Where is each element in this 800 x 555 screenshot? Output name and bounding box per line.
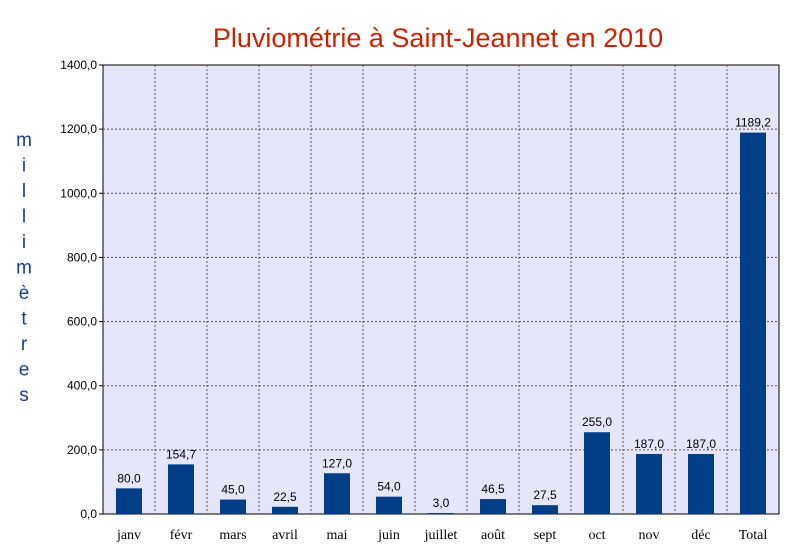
x-tick-label: janv [116,528,141,543]
data-label: 127,0 [322,456,352,470]
data-labels: 80,0 154,7 45,0 22,5 127,0 54,0 3,0 46,5 27,5 255… [117,116,771,510]
bars-group [116,132,766,514]
data-label: 3,0 [433,496,450,510]
data-label: 46,5 [481,482,505,496]
bar-mars [220,499,246,514]
bar-févr [168,464,194,514]
x-tick-label: août [481,528,505,543]
data-label: 154,7 [166,447,196,461]
y-tick-label: 1400,0 [60,58,97,72]
plot-area [102,64,780,515]
x-tick-label: févr [170,528,193,543]
bar-juin [376,496,402,514]
x-tick-label: avril [272,528,298,543]
bar-juillet [428,513,454,514]
y-axis: 0,0 200,0 400,0 600,0 800,0 1000,0 1200,0 1400,… [60,58,103,521]
x-tick-label: juin [377,528,400,543]
bar-sept [532,505,558,514]
y-label-letter: m [16,258,32,279]
y-tick-label: 200,0 [67,443,97,457]
data-label: 54,0 [377,480,401,494]
data-label: 187,0 [686,437,716,451]
data-label: 1189,2 [735,116,771,130]
data-label: 80,0 [117,471,141,485]
grid-lines [103,65,779,514]
x-tick-label: déc [691,528,710,543]
bar-déc [688,454,714,514]
x-axis: janv févr mars avril mai juin juillet août sept o… [116,528,767,543]
x-tick-label: Total [739,528,768,543]
x-tick-label: mai [327,528,348,543]
y-label-letter: m [16,130,32,151]
y-label-letter: l [22,181,26,202]
x-tick-label: mars [219,528,246,543]
bar-oct [584,432,610,514]
y-label-letter: l [22,207,26,228]
y-label-letter: è [19,283,30,304]
bar-janv [116,488,142,514]
y-label-letter: s [19,385,29,406]
y-tick-label: 0,0 [80,507,97,521]
y-label-letter: e [19,360,30,381]
y-tick-label: 400,0 [67,379,97,393]
y-label-letter: i [22,232,26,253]
y-label-letter: i [22,156,26,177]
data-label: 22,5 [273,490,297,504]
bar-Total [740,132,766,514]
x-tick-label: sept [534,528,557,543]
data-label: 187,0 [634,437,664,451]
bar-mai [324,473,350,514]
y-tick-label: 1200,0 [60,122,97,136]
y-tick-label: 600,0 [67,315,97,329]
x-tick-label: juillet [424,528,458,543]
data-label: 45,0 [221,483,245,497]
x-tick-label: nov [639,528,660,543]
data-label: 255,0 [582,415,612,429]
bar-avril [272,506,298,514]
chart-title: Pluviométrie à Saint-Jeannet en 2010 [213,23,663,53]
x-tick-label: oct [588,528,605,543]
y-label-letter: r [21,334,28,355]
data-label: 27,5 [533,488,557,502]
y-label-letter: t [21,309,27,330]
bar-août [480,499,506,514]
y-tick-label: 1000,0 [60,186,97,200]
y-tick-label: 800,0 [67,250,97,264]
bar-nov [636,454,662,514]
